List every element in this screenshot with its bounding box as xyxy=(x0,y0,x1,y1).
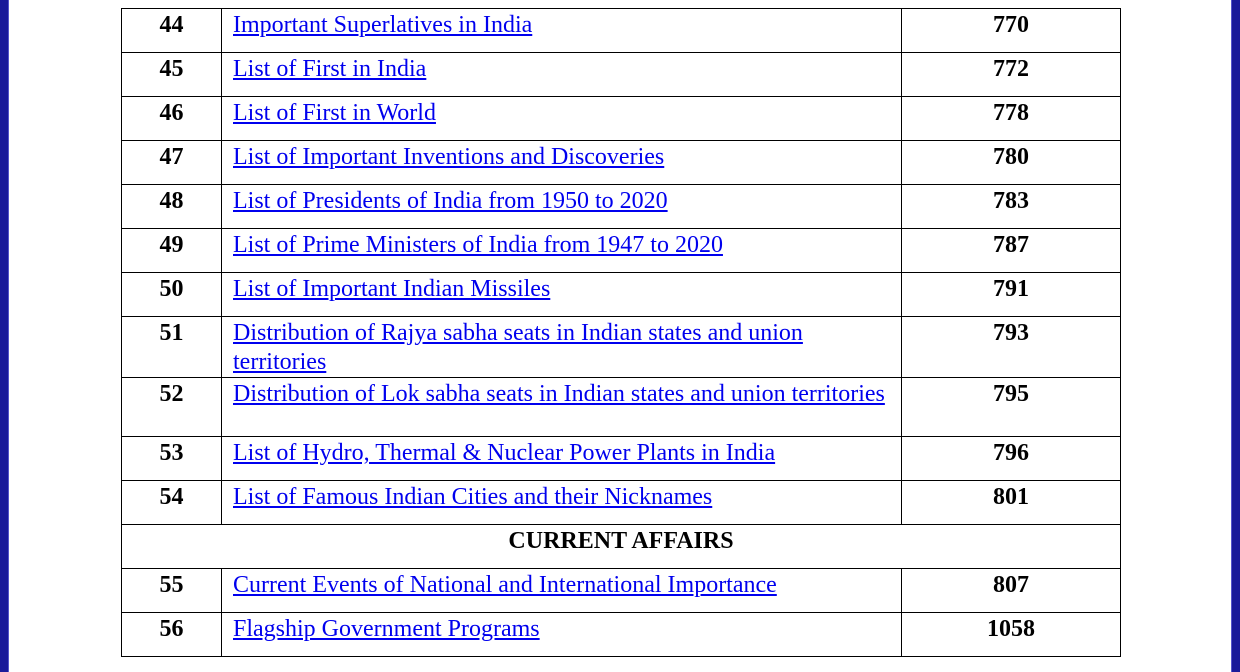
chapter-title-cell: List of Presidents of India from 1950 to… xyxy=(221,184,902,229)
chapter-title-cell: Important Superlatives in India xyxy=(221,8,902,53)
chapter-number: 51 xyxy=(121,316,222,378)
chapter-title-cell: List of Hydro, Thermal & Nuclear Power P… xyxy=(221,436,902,481)
chapter-title-cell: List of Famous Indian Cities and their N… xyxy=(221,480,902,525)
page-number: 796 xyxy=(901,436,1121,481)
chapter-title-cell: List of First in World xyxy=(221,96,902,141)
chapter-link[interactable]: List of First in World xyxy=(233,100,436,126)
table-row: 56 Flagship Government Programs 1058 xyxy=(121,612,1121,657)
chapter-title-cell: Distribution of Lok sabha seats in India… xyxy=(221,377,902,437)
contents-table: 44 Important Superlatives in India 770 4… xyxy=(121,8,1121,657)
page-number: 787 xyxy=(901,228,1121,273)
table-row: 49 List of Prime Ministers of India from… xyxy=(121,228,1121,273)
chapter-link[interactable]: Distribution of Rajya sabha seats in Ind… xyxy=(233,320,803,375)
page-number: 780 xyxy=(901,140,1121,185)
page-number: 793 xyxy=(901,316,1121,378)
chapter-title-cell: List of Prime Ministers of India from 19… xyxy=(221,228,902,273)
chapter-title-cell: List of First in India xyxy=(221,52,902,97)
chapter-number: 45 xyxy=(121,52,222,97)
chapter-link[interactable]: Important Superlatives in India xyxy=(233,12,533,38)
table-row: 53 List of Hydro, Thermal & Nuclear Powe… xyxy=(121,436,1121,481)
chapter-link[interactable]: List of First in India xyxy=(233,56,427,82)
table-row: 47 List of Important Inventions and Disc… xyxy=(121,140,1121,185)
page-number: 807 xyxy=(901,568,1121,613)
chapter-link[interactable]: List of Important Indian Missiles xyxy=(233,276,551,302)
page-border-right xyxy=(1231,0,1240,672)
chapter-link[interactable]: List of Hydro, Thermal & Nuclear Power P… xyxy=(233,440,776,466)
table-row: 54 List of Famous Indian Cities and thei… xyxy=(121,480,1121,525)
chapter-number: 54 xyxy=(121,480,222,525)
table-row: 51 Distribution of Rajya sabha seats in … xyxy=(121,316,1121,378)
chapter-link[interactable]: Current Events of National and Internati… xyxy=(233,572,777,598)
chapter-number: 46 xyxy=(121,96,222,141)
table-row: 52 Distribution of Lok sabha seats in In… xyxy=(121,377,1121,437)
chapter-number: 56 xyxy=(121,612,222,657)
chapter-title-cell: Distribution of Rajya sabha seats in Ind… xyxy=(221,316,902,378)
chapter-number: 47 xyxy=(121,140,222,185)
chapter-title-cell: List of Important Indian Missiles xyxy=(221,272,902,317)
chapter-link[interactable]: List of Prime Ministers of India from 19… xyxy=(233,232,723,258)
page-number: 795 xyxy=(901,377,1121,437)
chapter-number: 55 xyxy=(121,568,222,613)
page-number: 783 xyxy=(901,184,1121,229)
chapter-number: 49 xyxy=(121,228,222,273)
table-row: 55 Current Events of National and Intern… xyxy=(121,568,1121,613)
section-heading: CURRENT AFFAIRS xyxy=(121,524,1121,569)
page-number: 791 xyxy=(901,272,1121,317)
chapter-link[interactable]: List of Presidents of India from 1950 to… xyxy=(233,188,668,214)
chapter-title-cell: Flagship Government Programs xyxy=(221,612,902,657)
page-number: 770 xyxy=(901,8,1121,53)
chapter-link[interactable]: Distribution of Lok sabha seats in India… xyxy=(233,381,885,407)
chapter-link[interactable]: Flagship Government Programs xyxy=(233,616,540,642)
table-row: 44 Important Superlatives in India 770 xyxy=(121,8,1121,53)
page-number: 778 xyxy=(901,96,1121,141)
chapter-link[interactable]: List of Famous Indian Cities and their N… xyxy=(233,484,713,510)
page-number: 772 xyxy=(901,52,1121,97)
section-heading-row: CURRENT AFFAIRS xyxy=(121,524,1121,569)
chapter-title-cell: Current Events of National and Internati… xyxy=(221,568,902,613)
chapter-number: 44 xyxy=(121,8,222,53)
chapter-number: 53 xyxy=(121,436,222,481)
page-border-left xyxy=(0,0,9,672)
table-row: 50 List of Important Indian Missiles 791 xyxy=(121,272,1121,317)
page-number: 801 xyxy=(901,480,1121,525)
page-number: 1058 xyxy=(901,612,1121,657)
table-row: 46 List of First in World 778 xyxy=(121,96,1121,141)
chapter-number: 50 xyxy=(121,272,222,317)
chapter-link[interactable]: List of Important Inventions and Discove… xyxy=(233,144,665,170)
chapter-number: 52 xyxy=(121,377,222,437)
table-row: 48 List of Presidents of India from 1950… xyxy=(121,184,1121,229)
chapter-number: 48 xyxy=(121,184,222,229)
chapter-title-cell: List of Important Inventions and Discove… xyxy=(221,140,902,185)
table-row: 45 List of First in India 772 xyxy=(121,52,1121,97)
